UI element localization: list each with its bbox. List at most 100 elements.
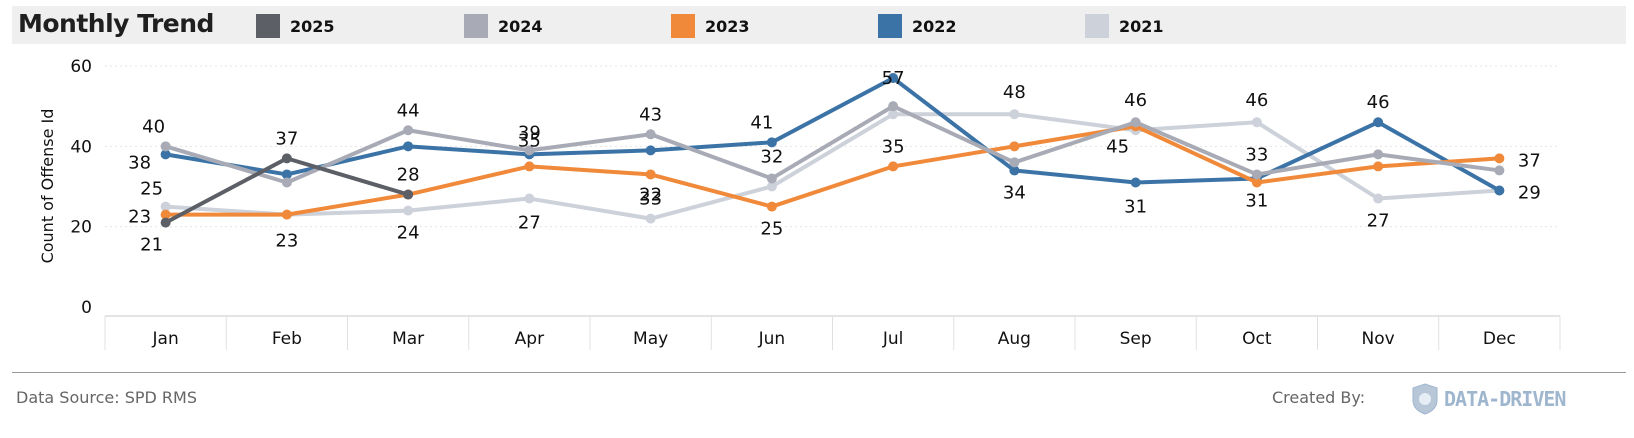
x-tick-label: Oct xyxy=(1242,329,1272,349)
data-point-2021 xyxy=(766,181,777,192)
data-label: 43 xyxy=(639,104,662,125)
legend-label-2023: 2023 xyxy=(705,16,750,36)
legend-swatch-2025 xyxy=(256,14,280,38)
data-label: 21 xyxy=(140,235,163,256)
data-point-2024 xyxy=(888,101,899,112)
legend-label-2022: 2022 xyxy=(912,16,957,36)
x-tick-label: Aug xyxy=(998,329,1031,349)
data-label: 22 xyxy=(639,185,662,206)
data-point-2023 xyxy=(766,201,777,212)
data-label: 23 xyxy=(275,231,298,252)
data-label: 25 xyxy=(140,179,163,200)
data-point-2021 xyxy=(1251,117,1262,128)
legend-item-2024[interactable]: 2024 xyxy=(464,13,543,39)
data-point-2021 xyxy=(645,213,656,224)
legend-label-2021: 2021 xyxy=(1119,16,1164,36)
data-point-2022 xyxy=(160,149,171,160)
data-point-2025 xyxy=(160,217,171,228)
x-tick-label: Nov xyxy=(1362,329,1395,349)
y-tick-label: 40 xyxy=(70,137,92,157)
data-source-text: Data Source: SPD RMS xyxy=(16,388,198,407)
legend-label-2025: 2025 xyxy=(290,16,335,36)
data-point-2024 xyxy=(281,177,292,188)
data-label: 44 xyxy=(397,100,420,121)
data-point-2022 xyxy=(888,73,899,84)
data-label: 24 xyxy=(397,223,420,244)
data-label: 31 xyxy=(1124,196,1147,217)
data-point-2024 xyxy=(766,173,777,184)
data-point-2022 xyxy=(403,141,414,152)
created-by-text: Created By: xyxy=(1272,388,1366,407)
data-point-2025 xyxy=(281,153,292,164)
data-point-2024 xyxy=(1009,157,1020,168)
data-label: 39 xyxy=(518,122,541,143)
legend-swatch-2021 xyxy=(1085,14,1109,38)
data-label: 27 xyxy=(1367,211,1390,232)
data-point-2023 xyxy=(281,209,292,220)
data-point-2024 xyxy=(1373,149,1384,160)
x-tick-label: Feb xyxy=(272,329,302,349)
data-label: 33 xyxy=(639,188,662,209)
legend-item-2021[interactable]: 2021 xyxy=(1085,13,1164,39)
legend-item-2025[interactable]: 2025 xyxy=(256,13,335,39)
data-label: 25 xyxy=(760,219,783,240)
data-point-2024 xyxy=(1130,117,1141,128)
data-point-2024 xyxy=(1494,165,1505,176)
data-label: 32 xyxy=(760,146,783,167)
data-point-2021 xyxy=(1373,193,1384,204)
data-point-2023 xyxy=(645,169,656,180)
series-line-2023 xyxy=(163,124,1502,217)
x-tick-label: Jun xyxy=(758,329,786,349)
data-point-2023 xyxy=(888,161,899,172)
data-label: 48 xyxy=(1003,82,1026,103)
data-label: 23 xyxy=(128,207,151,228)
data-point-2023 xyxy=(1373,161,1384,172)
y-axis-label: Count of Offense Id xyxy=(38,109,57,264)
data-label: 45 xyxy=(1106,136,1129,157)
data-label: 31 xyxy=(1245,190,1268,211)
legend-label-2024: 2024 xyxy=(498,16,543,36)
data-point-2023 xyxy=(1494,153,1505,164)
data-label: 37 xyxy=(275,128,298,149)
x-tick-label: Mar xyxy=(392,329,424,349)
data-label: 46 xyxy=(1367,92,1390,113)
legend-swatch-2023 xyxy=(671,14,695,38)
chart-title: Monthly Trend xyxy=(18,9,214,38)
data-label: 38 xyxy=(128,152,151,173)
data-point-2023 xyxy=(1251,177,1262,188)
legend-item-2023[interactable]: 2023 xyxy=(671,13,750,39)
x-tick-label: Dec xyxy=(1483,329,1516,349)
data-point-2021 xyxy=(160,201,171,212)
data-label: 34 xyxy=(1003,182,1026,203)
data-driven-logo: DATA-DRIVEN xyxy=(1444,387,1566,411)
data-point-2024 xyxy=(160,141,171,152)
data-point-2024 xyxy=(645,129,656,140)
data-point-2025 xyxy=(403,189,414,200)
x-tick-label: Apr xyxy=(515,329,544,349)
data-point-2022 xyxy=(281,169,292,180)
legend-swatch-2022 xyxy=(878,14,902,38)
data-label: 57 xyxy=(882,68,905,89)
x-tick-label: Jan xyxy=(152,329,179,349)
police-badge-icon xyxy=(1412,383,1438,415)
legend-item-2022[interactable]: 2022 xyxy=(878,13,957,39)
data-label: 27 xyxy=(518,213,541,234)
y-tick-label: 0 xyxy=(81,298,92,318)
data-point-2022 xyxy=(766,137,777,148)
x-tick-label: Jul xyxy=(882,329,904,349)
data-point-2023 xyxy=(1009,141,1020,152)
data-label: 41 xyxy=(750,112,773,133)
data-label: 33 xyxy=(1245,144,1268,165)
data-point-2022 xyxy=(1373,117,1384,128)
data-label: 29 xyxy=(1518,183,1541,204)
data-point-2022 xyxy=(1009,165,1020,176)
data-point-2022 xyxy=(1494,185,1505,196)
data-point-2023 xyxy=(524,161,535,172)
x-tick-label: May xyxy=(633,329,668,349)
data-point-2021 xyxy=(524,193,535,204)
x-tick-label: Sep xyxy=(1120,329,1152,349)
data-label: 37 xyxy=(1518,150,1541,171)
data-label: 40 xyxy=(142,116,165,137)
data-label: 35 xyxy=(882,136,905,157)
series-line-2024 xyxy=(163,104,1502,185)
